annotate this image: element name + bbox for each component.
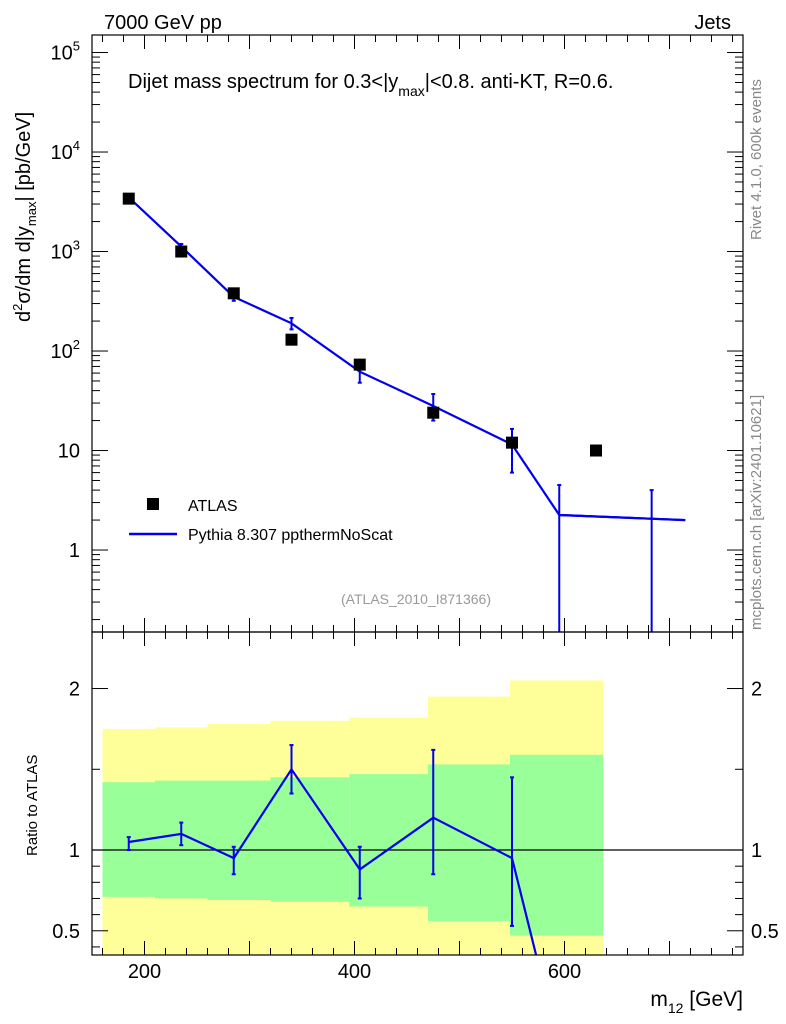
y-tick-label: 10 xyxy=(58,441,80,463)
ratio-line xyxy=(128,767,538,956)
mc-last-bin xyxy=(559,513,686,522)
atlas-data-point xyxy=(506,436,518,449)
legend-data-label: ATLAS xyxy=(188,498,238,515)
atlas-data-point xyxy=(227,287,240,300)
mcplots-label: mcplots.cern.ch [arXiv:2401.10621] xyxy=(748,395,765,630)
y-tick-label: 1 xyxy=(69,540,80,562)
ratio-y-tick-label-left: 0.5 xyxy=(52,921,80,943)
rivet-label: Rivet 4.1.0, 600k events xyxy=(748,79,765,240)
energy-label: 7000 GeV pp xyxy=(104,12,222,34)
ratio-y-tick-label-left: 2 xyxy=(69,679,80,701)
ratio-plot-frame xyxy=(91,631,744,956)
atlas-data-point xyxy=(122,192,135,205)
y-tick-label: 102 xyxy=(51,337,80,363)
analysis-watermark: (ATLAS_2010_I871366) xyxy=(341,591,491,607)
y-tick-label: 105 xyxy=(51,39,80,65)
ratio-band-inner xyxy=(428,764,510,922)
atlas-data-point xyxy=(285,333,298,346)
x-tick-label: 600 xyxy=(548,961,581,983)
x-tick-label: 200 xyxy=(128,961,161,983)
main-title: Dijet mass spectrum for 0.3<|ymax|<0.8. … xyxy=(128,71,613,99)
atlas-data-point xyxy=(427,406,440,419)
ratio-y-axis-label: Ratio to ATLAS xyxy=(24,755,41,856)
ratio-y-tick-label-right: 0.5 xyxy=(751,921,779,943)
process-label: Jets xyxy=(694,12,731,34)
y-tick-label: 104 xyxy=(51,138,80,164)
legend-data-marker xyxy=(147,498,159,510)
main-y-axis-label: d2σ/dm d|ymax| [pb/GeV] xyxy=(10,112,39,322)
legend-mc-label: Pythia 8.307 ppthermNoScat xyxy=(188,527,393,544)
atlas-data-point xyxy=(590,444,602,457)
y-tick-label: 103 xyxy=(51,238,80,264)
ratio-y-tick-label-right: 1 xyxy=(751,840,762,862)
ratio-band-inner xyxy=(509,754,604,936)
mc-line xyxy=(128,196,686,522)
atlas-data-point xyxy=(175,245,188,258)
ratio-band-inner xyxy=(349,774,428,907)
ratio-band-inner xyxy=(207,780,271,901)
x-axis-label: m12 [GeV] xyxy=(650,988,743,1016)
atlas-data-point xyxy=(353,358,366,371)
ratio-y-tick-label-right: 2 xyxy=(751,679,762,701)
ratio-y-tick-label-left: 1 xyxy=(69,840,80,862)
x-tick-label: 400 xyxy=(338,961,371,983)
